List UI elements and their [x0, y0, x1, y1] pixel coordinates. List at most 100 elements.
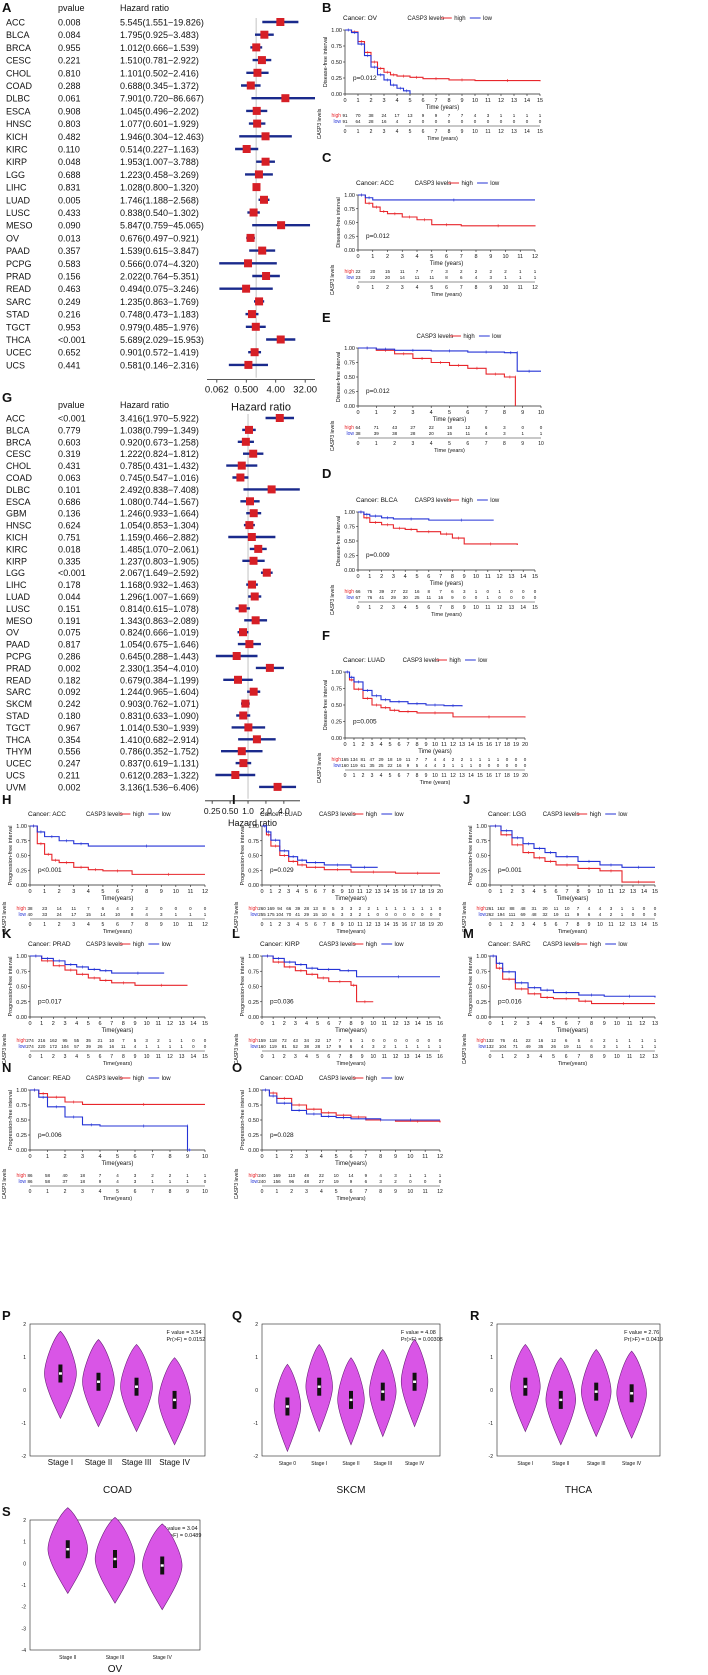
km-y-tick-label: 0.50	[344, 539, 355, 545]
km-x-tick-label: 20	[437, 889, 443, 895]
km-risk-x-tick: 3	[412, 441, 415, 447]
forest-cancer-label: KIRP	[6, 556, 27, 566]
km-risk-x-tick: 20	[437, 922, 443, 928]
km-risk-high: 17	[326, 1038, 332, 1043]
forest-hr-text: 5.689(2.029−15.953)	[120, 335, 204, 345]
km-legend-low: low	[162, 812, 172, 818]
km-risk-high: 2	[368, 906, 371, 911]
forest-cancer-label: KIRC	[6, 145, 28, 155]
km-curve-low	[358, 194, 535, 201]
km-risk-x-tick: 1	[375, 441, 378, 447]
km-risk-low: 0	[422, 119, 425, 124]
km-risk-x-tick: 1	[275, 1189, 278, 1195]
km-risk-x-tick: 10	[173, 922, 179, 928]
violin-title: THCA	[565, 1485, 593, 1496]
km-risk-high: 110	[288, 1173, 296, 1178]
km-risk-low-label: low	[333, 763, 341, 769]
km-risk-x-tick: 5	[316, 1054, 319, 1060]
km-risk-low: 39	[86, 1044, 92, 1049]
km-risk-x-tick: 0	[489, 922, 492, 928]
km-y-tick-label: 1.00	[476, 824, 487, 830]
km-x-tick-label: 11	[627, 1021, 633, 1027]
forest-hr-text: 1.222(0.824−1.812)	[120, 449, 199, 459]
km-risk-high: 22	[355, 269, 361, 274]
forest-pvalue: 0.249	[58, 297, 81, 307]
panel-label: S	[2, 1504, 11, 1519]
km-curve-low	[30, 955, 165, 974]
km-risk-x-tick: 2	[362, 773, 365, 779]
km-risk-high: 24	[381, 113, 387, 118]
km-y-tick-label: 1.00	[16, 824, 27, 830]
violin-median	[58, 1372, 62, 1375]
forest-hr-marker	[265, 663, 274, 672]
km-risk-low: 104	[276, 912, 284, 917]
km-risk-high: 159	[258, 1038, 266, 1043]
panel-label: H	[2, 792, 11, 807]
km-x-tick-label: 6	[327, 1021, 330, 1027]
km-x-tick-label: 19	[513, 742, 519, 748]
violin-y-tick-label: 0	[255, 1388, 258, 1394]
forest-hr-marker	[249, 208, 258, 217]
km-x-tick-label: 7	[577, 1021, 580, 1027]
km-x-tick-label: 5	[448, 410, 451, 416]
km-risk-low: 17	[71, 912, 77, 917]
km-x-tick-label: 10	[202, 1154, 208, 1160]
forest-pvalue: 0.044	[58, 592, 81, 602]
forest-pvalue: 0.810	[58, 68, 81, 78]
km-risk-high: 1	[641, 1038, 644, 1043]
km-pvalue: p=0.005	[353, 718, 377, 725]
km-legend-high: high	[366, 812, 377, 818]
km-risk-x-tick: 9	[588, 922, 591, 928]
km-risk-low: 26	[551, 1044, 557, 1049]
forest-pvalue: 0.048	[58, 157, 81, 167]
km-risk-low: 1	[145, 1044, 148, 1049]
km-risk-low: 38	[392, 431, 398, 436]
forest-cancer-label: KICH	[6, 533, 28, 543]
forest-header-hr: Hazard ratio	[120, 3, 169, 13]
km-risk-low: 3	[489, 275, 492, 280]
forest-hr-text: 0.837(0.619−1.131)	[120, 759, 199, 769]
km-risk-low-label: low	[478, 1044, 486, 1050]
km-risk-title: CASP3 levels	[2, 1033, 8, 1064]
km-x-tick-label: 11	[485, 98, 491, 104]
km-x-tick-label: 10	[144, 1021, 150, 1027]
violin-group-label: Stage I	[311, 1461, 327, 1467]
km-risk-x-tick: 13	[511, 129, 517, 135]
forest-cancer-label: CHOL	[6, 68, 31, 78]
km-risk-x-tick: 11	[627, 1054, 632, 1060]
km-y-tick-label: 0.00	[248, 1148, 259, 1154]
km-x-tick-label: 9	[489, 254, 492, 260]
km-x-tick-label: 8	[474, 254, 477, 260]
km-risk-x-tick: 12	[366, 922, 372, 928]
km-risk-high: 7	[425, 757, 428, 762]
km-x-tick-label: 8	[451, 574, 454, 580]
forest-hr-text: 0.814(0.615−1.078)	[120, 604, 199, 614]
km-risk-low: 29	[391, 595, 397, 600]
km-x-tick-label: 9	[361, 1021, 364, 1027]
forest-hr-marker	[244, 259, 253, 268]
km-x-tick-label: 10	[473, 574, 479, 580]
km-risk-x-tick: 0	[489, 1054, 492, 1060]
km-risk-x-tick: 8	[416, 773, 419, 779]
km-risk-x-tick: 8	[503, 441, 506, 447]
km-risk-high: 7	[99, 1173, 102, 1178]
km-x-tick-label: 0	[28, 1021, 31, 1027]
km-risk-high: 19	[396, 757, 402, 762]
km-x-tick-label: 7	[151, 1154, 154, 1160]
km-risk-x-tick: 3	[64, 1054, 67, 1060]
km-risk-low-label: low	[333, 119, 341, 125]
violin-median	[66, 1548, 70, 1551]
km-risk-high: 1	[412, 906, 415, 911]
km-x-tick-label: 4	[379, 742, 382, 748]
km-x-label: Time(years)	[557, 1028, 589, 1034]
km-risk-low: 220	[38, 1044, 46, 1049]
km-risk-high: 7	[448, 113, 451, 118]
km-risk-low: 6	[590, 1044, 593, 1049]
km-risk-x-tick: 7	[364, 1189, 367, 1195]
km-risk-high: 3	[445, 269, 448, 274]
km-risk-x-label: Time (years)	[434, 448, 465, 454]
km-risk-low: 111	[509, 912, 516, 917]
km-risk-high: 3	[350, 906, 353, 911]
km-risk-x-label: Time (years)	[431, 292, 462, 298]
